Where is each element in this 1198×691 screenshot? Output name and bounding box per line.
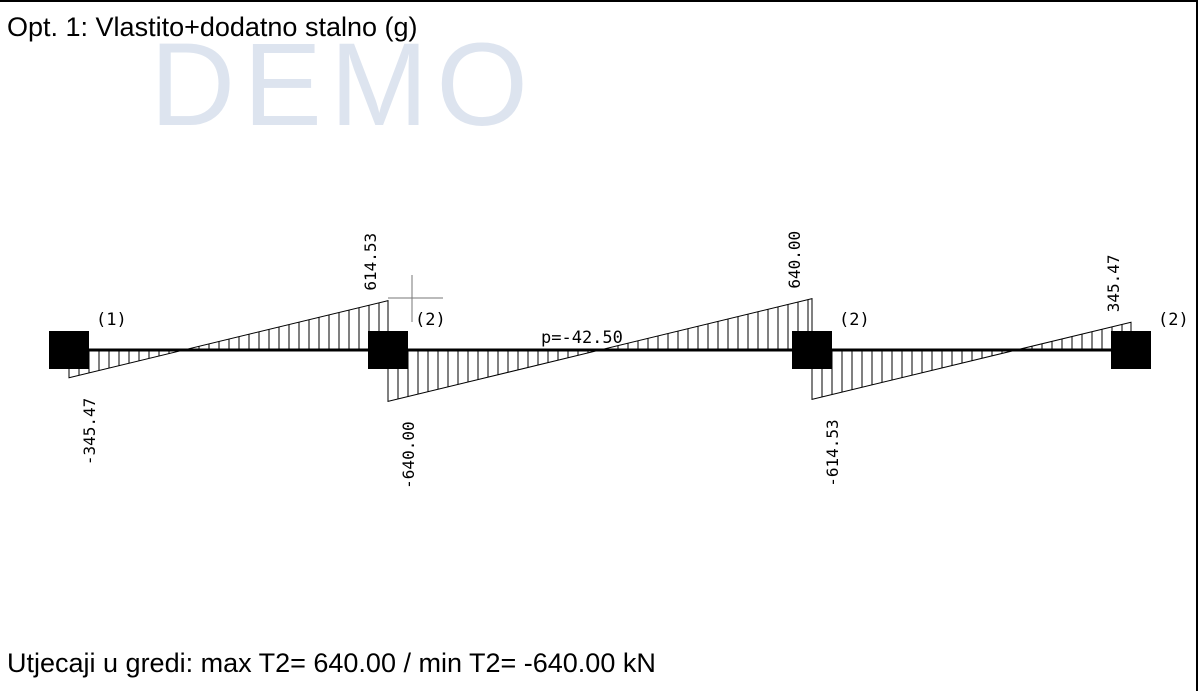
support-label: (2) — [839, 310, 870, 330]
support-label: (1) — [96, 310, 127, 330]
supports: (1) (2) (2) (2) — [49, 310, 1189, 369]
distributed-load-label: p=-42.50 — [541, 328, 623, 348]
shear-value-label: -614.53 — [823, 419, 842, 486]
support-node-icon — [1111, 331, 1151, 369]
shear-value-label: -345.47 — [80, 398, 99, 465]
value-labels: -345.47 614.53 -640.00 640.00 -614.53 345.47 — [80, 231, 1123, 489]
demo-watermark: DEMO — [150, 19, 536, 151]
shear-summary: Utjecaji u gredi: max T2= 640.00 / min T… — [7, 648, 656, 678]
support-node-icon — [368, 331, 408, 369]
crosshair-cursor-icon — [388, 275, 443, 322]
shear-span-outline — [811, 321, 1132, 400]
load-case-title: Opt. 1: Vlastito+dodatno stalno (g) — [7, 12, 418, 42]
support-label: (2) — [1158, 310, 1189, 330]
support-node-icon — [792, 331, 832, 369]
support-label: (2) — [415, 310, 446, 330]
shear-value-label: 614.53 — [361, 233, 380, 291]
shear-value-label: -640.00 — [399, 421, 418, 488]
shear-value-label: 640.00 — [785, 231, 804, 289]
support-node-icon — [49, 331, 89, 369]
shear-value-label: 345.47 — [1104, 254, 1123, 312]
